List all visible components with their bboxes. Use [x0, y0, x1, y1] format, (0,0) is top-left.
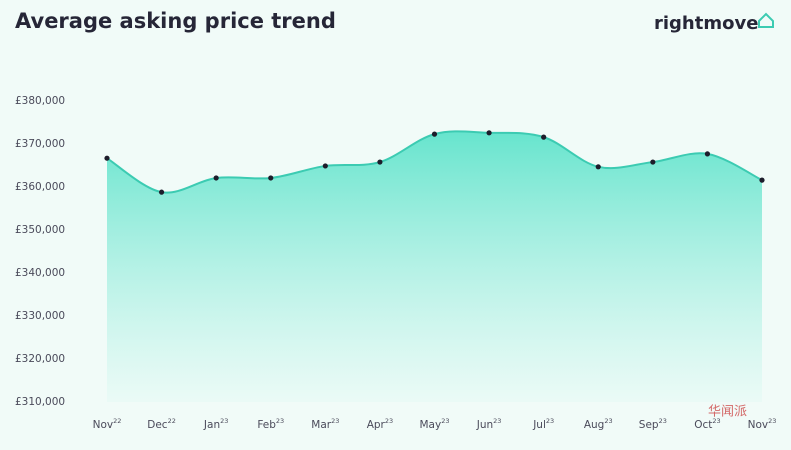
x-tick-month: Sep [639, 419, 659, 431]
x-tick-label: Feb23 [257, 417, 284, 431]
x-tick-month: Nov [93, 419, 114, 431]
x-tick-month: Nov [748, 419, 769, 431]
x-tick-label: Nov22 [93, 417, 122, 431]
x-tick-year: 23 [220, 417, 228, 425]
x-tick-label: Aug23 [584, 417, 613, 431]
y-tick-label: £350,000 [15, 224, 65, 236]
x-tick-label: Jul23 [532, 417, 554, 431]
x-tick-year: 23 [768, 417, 776, 425]
x-tick-month: Jan [203, 419, 220, 431]
y-tick-label: £310,000 [15, 396, 65, 408]
x-tick-year: 23 [604, 417, 612, 425]
x-tick-year: 23 [276, 417, 284, 425]
x-tick-month: Dec [147, 419, 168, 431]
point [213, 175, 219, 181]
x-tick-year: 23 [659, 417, 667, 425]
brand-logo[interactable]: rightmove [654, 13, 758, 34]
x-tick-month: Feb [257, 419, 276, 431]
x-tick-year: 23 [493, 417, 501, 425]
x-tick-year: 22 [168, 417, 176, 425]
x-tick-label: Jun23 [476, 417, 502, 431]
x-tick-month: Oct [694, 419, 712, 431]
point [377, 159, 383, 165]
y-tick-label: £380,000 [15, 95, 65, 107]
area-fill [107, 131, 762, 402]
point [431, 131, 438, 137]
x-tick-label: May23 [420, 417, 450, 431]
point [104, 155, 110, 161]
point [541, 134, 547, 140]
y-tick-label: £320,000 [15, 353, 65, 365]
x-tick-month: Apr [367, 419, 386, 431]
x-tick-label: Sep23 [639, 417, 667, 431]
point [322, 163, 328, 169]
y-tick-label: £340,000 [15, 267, 65, 279]
x-tick-year: 22 [113, 417, 121, 425]
x-tick-year: 23 [385, 417, 393, 425]
x-tick-label: Dec22 [147, 417, 176, 431]
point [759, 177, 765, 183]
y-tick-label: £330,000 [15, 310, 65, 322]
x-tick-month: Mar [311, 419, 331, 431]
brand-icon [758, 12, 774, 28]
x-tick-year: 23 [441, 417, 449, 425]
point [158, 189, 165, 195]
point [486, 130, 492, 136]
x-tick-year: 23 [712, 417, 720, 425]
point [704, 151, 711, 157]
x-tick-label: Jan23 [203, 417, 228, 431]
point [650, 159, 656, 165]
x-tick-year: 23 [546, 417, 554, 425]
x-tick-label: Oct23 [694, 417, 720, 431]
watermark: 华闻派 [708, 405, 747, 420]
point [268, 175, 274, 181]
y-tick-label: £370,000 [15, 138, 65, 150]
x-tick-month: Aug [584, 419, 605, 431]
x-tick-month: May [420, 419, 442, 431]
x-tick-month: Jul [532, 419, 546, 431]
x-tick-year: 23 [331, 417, 339, 425]
y-tick-label: £360,000 [15, 181, 65, 193]
point [595, 164, 601, 170]
x-tick-label: Mar23 [311, 417, 339, 431]
x-tick-label: Apr23 [367, 417, 393, 431]
x-tick-label: Nov23 [748, 417, 777, 431]
x-tick-month: Jun [476, 419, 493, 431]
chart-title: Average asking price trend [15, 9, 336, 33]
